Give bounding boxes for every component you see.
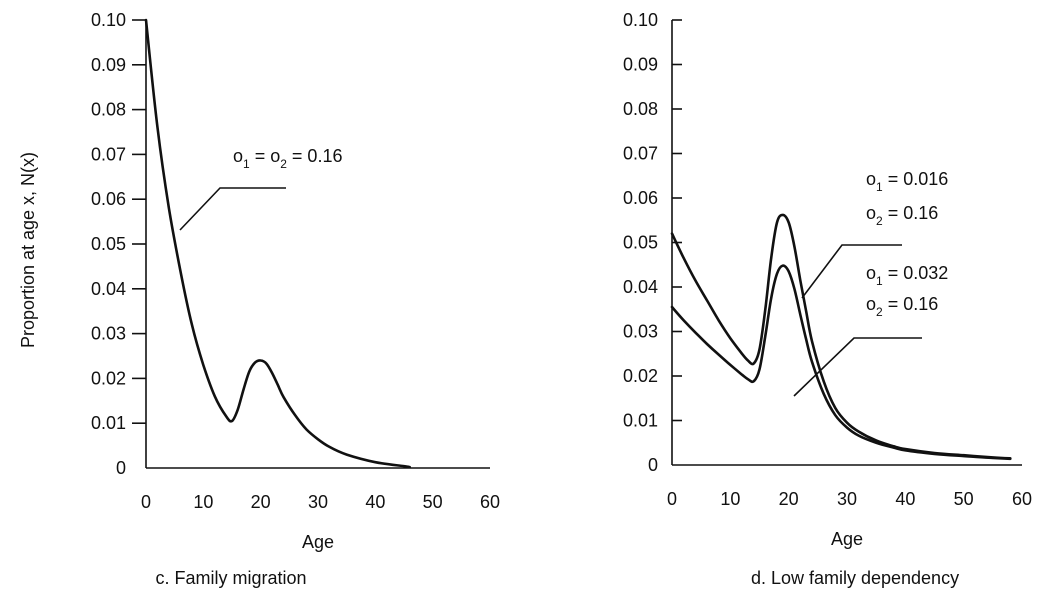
annotation-o1-equals-o2-part: 2	[280, 157, 287, 171]
y-tick-label: 0.08	[91, 100, 126, 120]
y-axis-title: Proportion at age x, N(x)	[18, 152, 38, 348]
chart-caption: d. Low family dependency	[751, 568, 959, 588]
annotation-o1-0032: o1 = 0.032	[866, 263, 948, 288]
y-tick-label: 0.07	[623, 144, 658, 164]
series-line-d-2	[670, 264, 1012, 461]
annotation-o1-equals-o2-part: = 0.16	[287, 146, 343, 166]
annotation-leader-lower	[793, 337, 922, 397]
x-tick-label: 20	[779, 489, 799, 509]
y-tick-label: 0.01	[623, 411, 658, 431]
annotation-o2-016-lower: o2 = 0.16	[866, 294, 938, 319]
y-tick-label: 0.10	[623, 10, 658, 30]
y-tick-label: 0.05	[91, 234, 126, 254]
x-tick-label: 30	[837, 489, 857, 509]
annotation-o2-016-upper: o2 = 0.16	[866, 203, 938, 228]
y-tick-label: 0	[648, 455, 658, 475]
annotation-o2-016-upper-part: = 0.16	[883, 203, 939, 223]
x-tick-label: 0	[141, 492, 151, 512]
annotation-o2-016-upper-part: 2	[876, 214, 883, 228]
x-axis-title: Age	[302, 532, 334, 552]
x-tick-label: 30	[308, 492, 328, 512]
y-tick-label: 0.08	[623, 99, 658, 119]
y-tick-label: 0.04	[91, 279, 126, 299]
annotation-leader-line	[179, 187, 286, 231]
panel-low-family-dependency: 0 0.01 0.02 0.03 0.04 0.05 0.06 0.07 0.08 0.09 0.1…	[623, 10, 1032, 588]
y-tick-label: 0.06	[91, 189, 126, 209]
y-tick-label: 0.03	[91, 324, 126, 344]
annotation-o1-equals-o2-part: 1	[243, 157, 250, 171]
series-line-c-1	[144, 18, 411, 469]
annotation-o1-0016-part: o	[866, 169, 876, 189]
annotation-o1-equals-o2: o1 = o2 = 0.16	[233, 146, 342, 171]
x-tick-label: 10	[720, 489, 740, 509]
y-tick-label: 0.02	[623, 366, 658, 386]
x-tick-label: 0	[667, 489, 677, 509]
annotation-o1-equals-o2-part: = o	[250, 146, 281, 166]
annotation-o2-016-upper-part: o	[866, 203, 876, 223]
y-tick-label: 0.05	[623, 233, 658, 253]
x-tick-label: 20	[251, 492, 271, 512]
y-tick-label: 0.10	[91, 10, 126, 30]
y-tick-label: 0.09	[91, 55, 126, 75]
y-tick-label: 0.03	[623, 322, 658, 342]
x-tick-label: 60	[480, 492, 500, 512]
annotation-leader-upper	[801, 244, 902, 299]
y-tick-label: 0.04	[623, 277, 658, 297]
y-tick-label: 0.09	[623, 55, 658, 75]
annotation-o1-0032-part: = 0.032	[883, 263, 949, 283]
annotation-o1-0016-part: 1	[876, 180, 883, 194]
panel-family-migration: 0 0.01 0.02 0.03 0.04 0.05 0.06 0.07 0.08 0.09 0.1…	[18, 10, 500, 588]
x-tick-label: 10	[193, 492, 213, 512]
annotation-o1-0016-part: = 0.016	[883, 169, 949, 189]
annotation-o1-0016: o1 = 0.016	[866, 169, 948, 194]
annotation-o1-0032-part: 1	[876, 274, 883, 288]
annotation-o1-equals-o2-part: o	[233, 146, 243, 166]
y-tick-label: 0.02	[91, 368, 126, 388]
annotation-o2-016-lower-part: = 0.16	[883, 294, 939, 314]
x-tick-label: 40	[895, 489, 915, 509]
x-tick-label: 50	[423, 492, 443, 512]
y-tick-label: 0.06	[623, 188, 658, 208]
x-tick-label: 40	[365, 492, 385, 512]
x-tick-label: 60	[1012, 489, 1032, 509]
annotation-o2-016-lower-part: 2	[876, 305, 883, 319]
y-tick-label: 0.07	[91, 144, 126, 164]
y-tick-label: 0.01	[91, 413, 126, 433]
x-axis-title: Age	[831, 529, 863, 549]
x-tick-label: 50	[954, 489, 974, 509]
annotation-o1-0032-part: o	[866, 263, 876, 283]
annotation-o2-016-lower-part: o	[866, 294, 876, 314]
chart-caption: c. Family migration	[155, 568, 306, 588]
y-tick-label: 0	[116, 458, 126, 478]
